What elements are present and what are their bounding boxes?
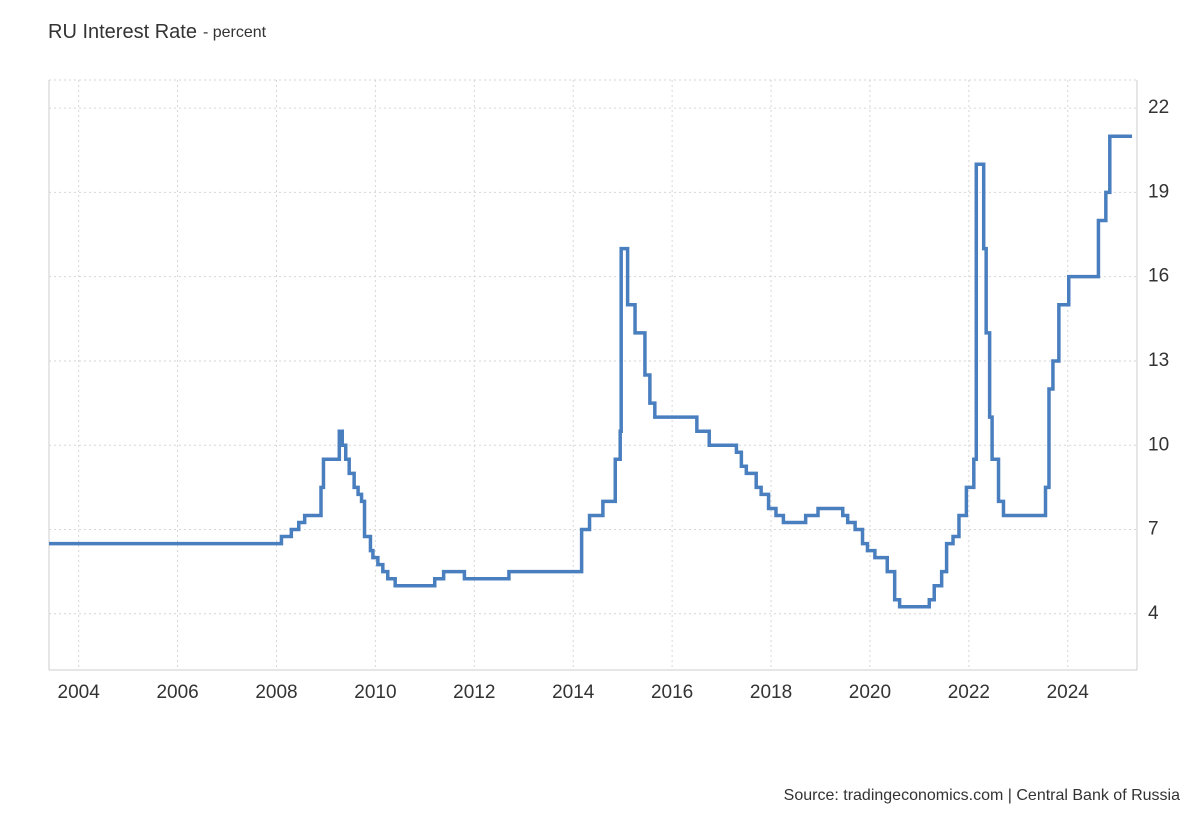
line: [49, 134, 1133, 609]
x-tick-label: 2014: [552, 682, 595, 703]
y-tick-label: 19: [1148, 181, 1169, 202]
x-tick-label: 2004: [58, 682, 101, 703]
y-tick-label: 7: [1148, 519, 1159, 540]
y-tick-label: 22: [1148, 97, 1169, 118]
x-tick-label: 2012: [453, 682, 495, 703]
x-tick-label: 2020: [849, 682, 891, 703]
y-tick-label: 16: [1148, 266, 1169, 287]
y-tick-label: 10: [1148, 434, 1169, 455]
x-tick-label: 2022: [948, 682, 990, 703]
title: RU Interest Rate: [48, 21, 197, 43]
subtitle: - percent: [203, 24, 267, 41]
x-tick-label: 2008: [255, 682, 297, 703]
x-tick-label: 2016: [651, 682, 693, 703]
source: Source: tradingeconomics.com | Central B…: [784, 787, 1180, 804]
x-tick-label: 2010: [354, 682, 396, 703]
x-tick-label: 2006: [156, 682, 198, 703]
y-tick-label: 4: [1148, 603, 1159, 624]
y-tick-label: 13: [1148, 350, 1169, 371]
chart-title: RU Interest Rate - percent: [48, 21, 267, 43]
x-tick-label: 2018: [750, 682, 792, 703]
x-tick-label: 2024: [1047, 682, 1090, 703]
